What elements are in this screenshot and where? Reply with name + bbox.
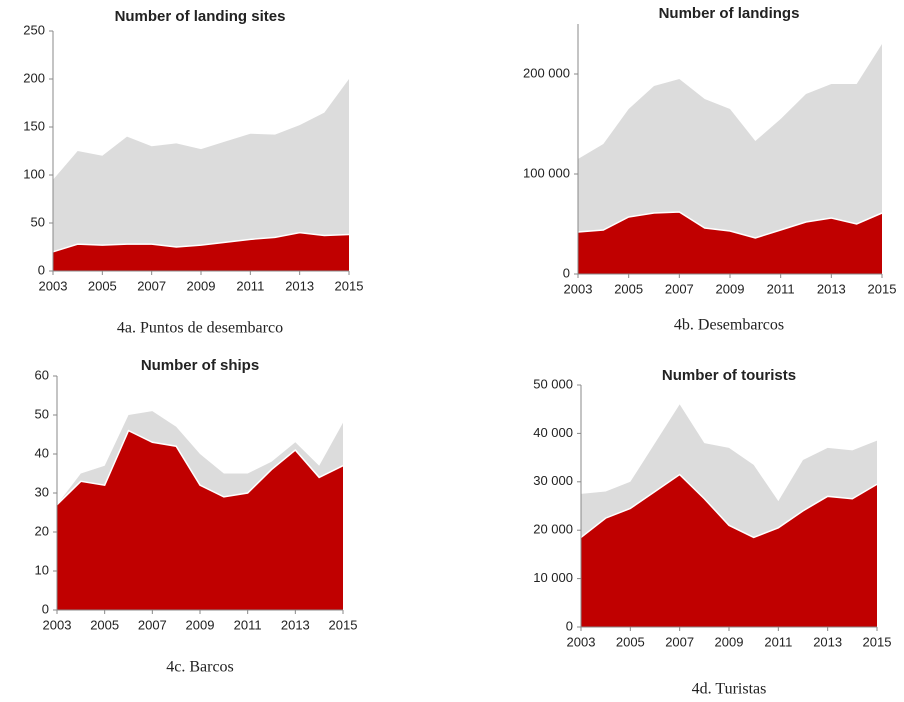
x-tick-label: 2013	[813, 634, 842, 649]
y-tick-label: 40 000	[533, 425, 573, 440]
y-tick-label: 250	[23, 22, 45, 37]
y-tick-label: 0	[563, 265, 570, 280]
y-tick-label: 30 000	[533, 473, 573, 488]
x-tick-label: 2015	[863, 634, 892, 649]
y-tick-label: 50	[35, 406, 49, 421]
x-tick-label: 2015	[329, 617, 358, 632]
x-tick-label: 2011	[234, 617, 262, 632]
x-tick-label: 2011	[764, 634, 792, 649]
x-tick-label: 2007	[665, 634, 694, 649]
y-tick-label: 20 000	[533, 522, 573, 537]
x-tick-label: 2015	[335, 278, 364, 293]
y-tick-label: 20	[35, 523, 49, 538]
x-tick-label: 2013	[281, 617, 310, 632]
area	[53, 79, 349, 271]
area	[57, 430, 343, 610]
x-tick-label: 2009	[186, 617, 215, 632]
y-tick-label: 60	[35, 367, 49, 382]
chart-title: Number of ships	[141, 357, 259, 374]
area-edge	[52, 231, 350, 253]
x-tick-label: 2005	[88, 278, 117, 293]
y-tick-label: 0	[42, 601, 49, 616]
area	[53, 232, 349, 271]
x-tick-label: 2003	[564, 281, 593, 296]
area-edge	[580, 473, 878, 539]
x-tick-label: 2009	[187, 278, 216, 293]
x-tick-label: 2009	[715, 634, 744, 649]
area-edge	[56, 429, 344, 506]
x-tick-label: 2011	[767, 281, 795, 296]
y-tick-label: 50	[31, 214, 45, 229]
x-tick-label: 2005	[614, 281, 643, 296]
area	[581, 474, 877, 627]
y-tick-label: 200 000	[523, 65, 570, 80]
caption: 4c. Barcos	[166, 659, 234, 676]
area-edge	[577, 211, 883, 239]
x-tick-label: 2011	[236, 278, 264, 293]
caption: 4b. Desembarcos	[674, 317, 784, 334]
y-tick-label: 150	[23, 118, 45, 133]
chart-title: Number of tourists	[662, 367, 796, 384]
y-tick-label: 200	[23, 70, 45, 85]
x-tick-label: 2005	[90, 617, 119, 632]
area	[578, 212, 882, 274]
y-tick-label: 0	[566, 618, 573, 633]
x-tick-label: 2007	[665, 281, 694, 296]
y-tick-label: 40	[35, 445, 49, 460]
x-tick-label: 2015	[868, 281, 897, 296]
x-tick-label: 2003	[567, 634, 596, 649]
y-tick-label: 10	[35, 562, 49, 577]
caption: 4d. Turistas	[692, 681, 767, 698]
x-tick-label: 2007	[138, 617, 167, 632]
y-tick-label: 0	[38, 262, 45, 277]
x-tick-label: 2013	[285, 278, 314, 293]
chart-title: Number of landings	[659, 5, 800, 22]
x-tick-label: 2007	[137, 278, 166, 293]
x-tick-label: 2003	[39, 278, 68, 293]
y-tick-label: 100	[23, 166, 45, 181]
x-tick-label: 2003	[43, 617, 72, 632]
chart-title: Number of landing sites	[115, 8, 286, 25]
y-tick-label: 100 000	[523, 165, 570, 180]
x-tick-label: 2013	[817, 281, 846, 296]
y-tick-label: 50 000	[533, 376, 573, 391]
x-tick-label: 2005	[616, 634, 645, 649]
y-tick-label: 30	[35, 484, 49, 499]
x-tick-label: 2009	[716, 281, 745, 296]
y-tick-label: 10 000	[533, 570, 573, 585]
caption: 4a. Puntos de desembarco	[117, 320, 283, 337]
